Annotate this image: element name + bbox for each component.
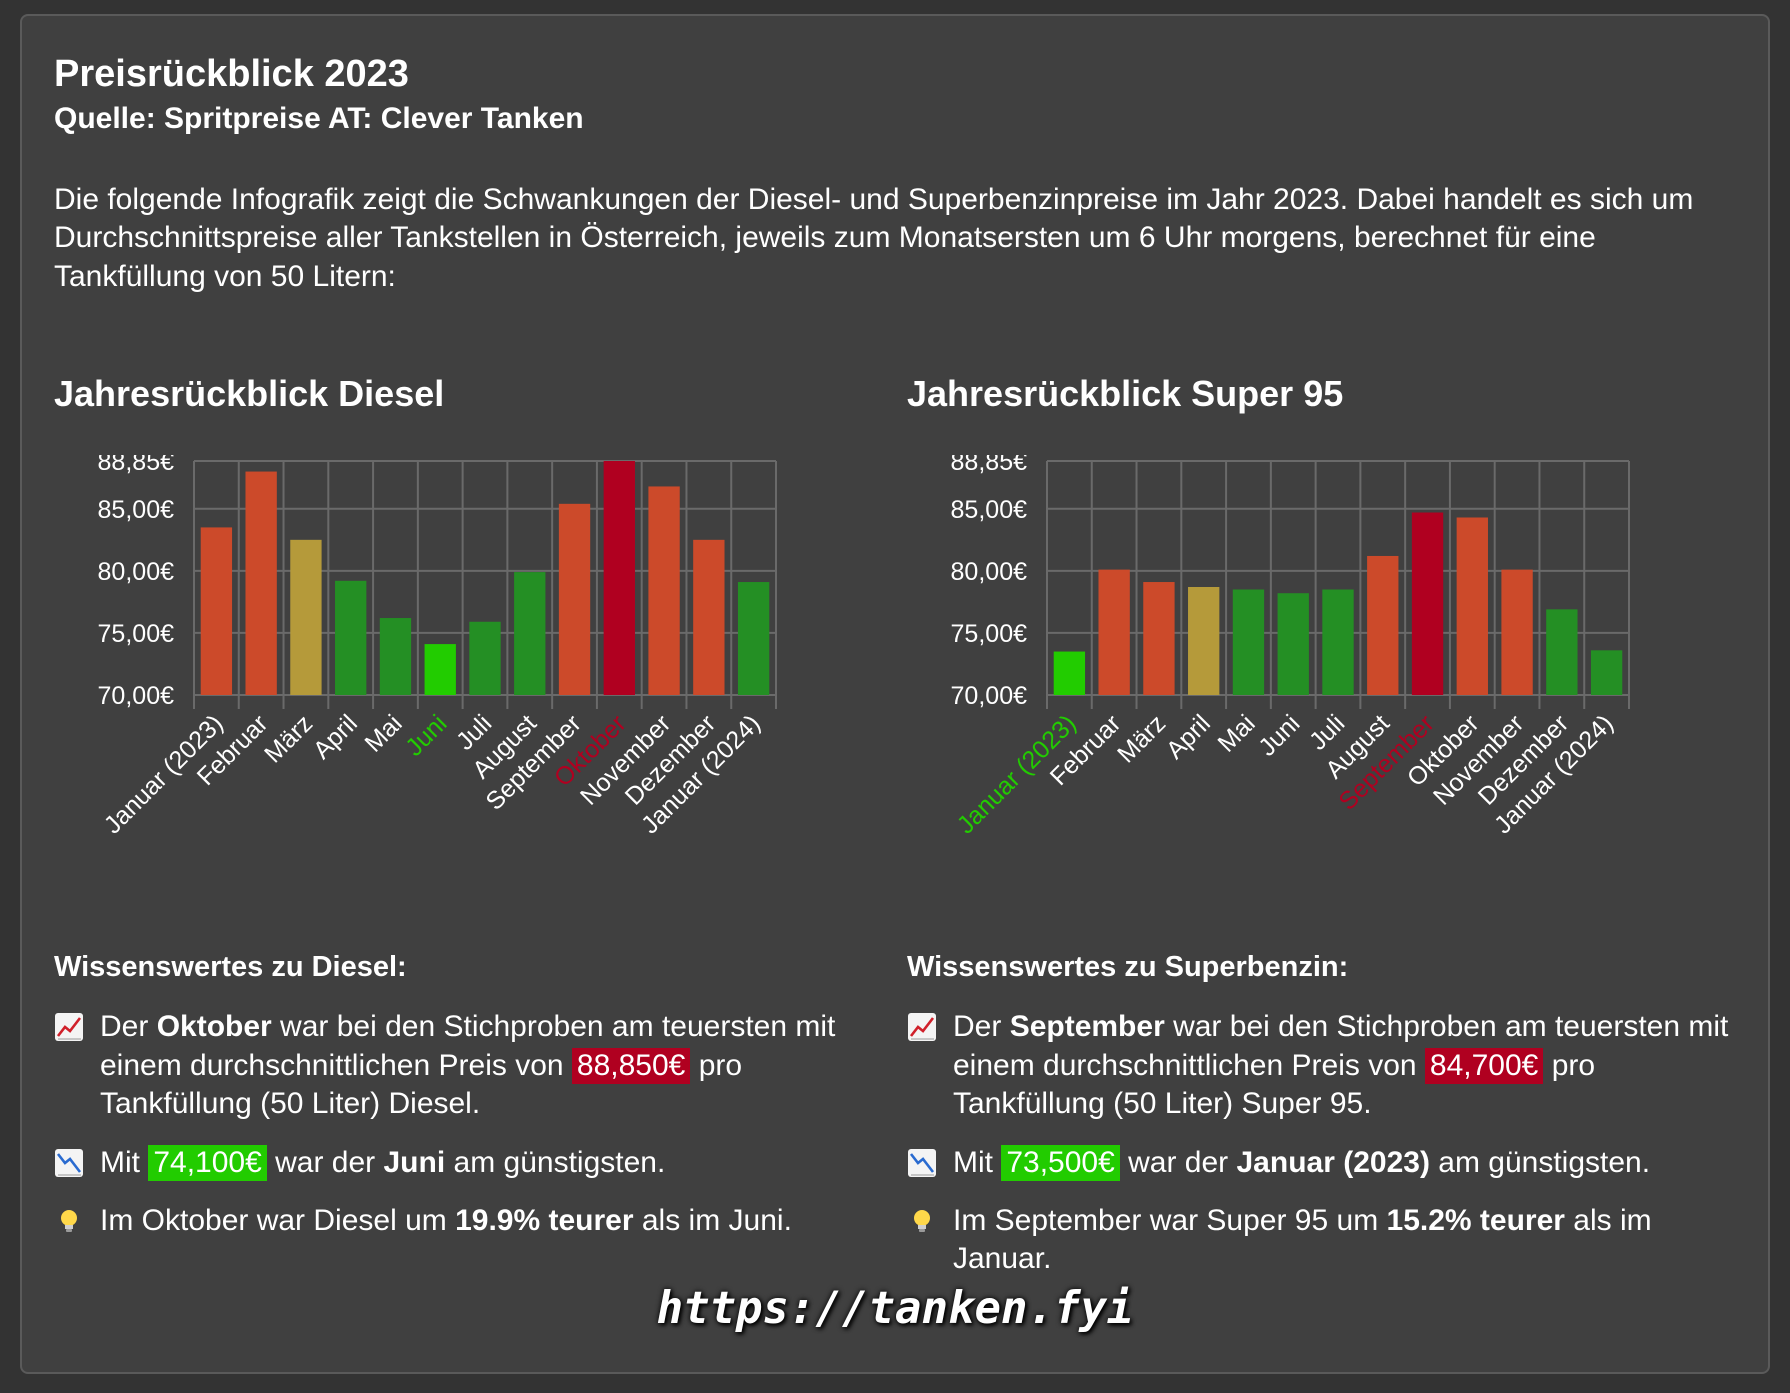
bar-0	[200, 527, 233, 696]
list-item: Der Oktober war bei den Stichproben am t…	[54, 1008, 907, 1123]
y-tick-label: 88,85€	[98, 455, 175, 476]
y-tick-label: 88,85€	[951, 455, 1028, 476]
chart-increasing-icon	[54, 1008, 100, 1123]
light-bulb-icon	[907, 1202, 953, 1279]
fact-text: Der September war bei den Stichproben am…	[953, 1010, 1729, 1121]
list-item: Im Oktober war Diesel um 19.9% teurer al…	[54, 1202, 907, 1240]
super-chart: 88,85€ 85,00€ 80,00€ 75,00€ 70,00€ Januar (20…	[907, 455, 1760, 925]
bar-8	[1411, 512, 1444, 696]
page-title: Preisrückblick 2023	[54, 53, 409, 95]
fact-text: Im Oktober war Diesel um 19.9% teurer al…	[100, 1204, 792, 1238]
super-chart-title: Jahresrückblick Super 95	[907, 373, 1344, 415]
diesel-chart-title: Jahresrückblick Diesel	[54, 373, 445, 415]
bar-2	[290, 540, 322, 696]
bar-7	[1367, 556, 1399, 696]
list-item: Mit 74,100€ war der Juni am günstigsten.	[54, 1144, 907, 1182]
bar-3	[1188, 587, 1220, 696]
lowest-price-badge: 74,100€	[148, 1144, 267, 1181]
chart-columns: Jahresrückblick Diesel 88,85€ 85,00€ 80,00…	[54, 372, 1736, 1299]
highest-price-badge: 84,700€	[1424, 1047, 1544, 1084]
x-tick-label: Mai	[359, 710, 407, 758]
bar-8	[558, 504, 591, 696]
price-difference: 15.2% teurer	[1386, 1204, 1565, 1238]
diesel-info-title: Wissenswertes zu Diesel:	[54, 951, 407, 984]
source-subtitle: Quelle: Spritpreise AT: Clever Tanken	[54, 101, 584, 135]
bar-9	[603, 461, 635, 696]
bar-2	[1143, 582, 1175, 696]
x-tick-label: Juni	[400, 710, 452, 762]
lowest-price-badge: 73,500€	[1001, 1144, 1120, 1181]
bar-10	[648, 486, 680, 696]
super-column: Jahresrückblick Super 95 88,85€ 85,00€ 80,…	[907, 372, 1760, 1299]
y-tick-label: 80,00€	[951, 558, 1028, 586]
bar-12	[737, 582, 770, 696]
y-tick-label: 85,00€	[98, 496, 175, 524]
bar-5	[1277, 593, 1309, 696]
fact-text: Mit 74,100€ war der Juni am günstigsten.	[100, 1144, 666, 1181]
bar-11	[1546, 609, 1578, 696]
diesel-bar-chart: 88,85€85,00€80,00€75,00€70,00€Januar (20…	[98, 455, 777, 840]
bar-0	[1053, 652, 1086, 696]
bar-10	[1501, 570, 1533, 696]
diesel-column: Jahresrückblick Diesel 88,85€ 85,00€ 80,00…	[54, 372, 907, 1299]
bar-1	[245, 472, 277, 696]
y-tick-label: 75,00€	[98, 620, 175, 648]
bar-5	[424, 644, 456, 696]
chart-decreasing-icon	[907, 1144, 953, 1182]
bar-1	[1098, 570, 1130, 696]
site-url[interactable]: https://tanken.fyi	[656, 1283, 1134, 1334]
bar-9	[1456, 517, 1488, 696]
bar-6	[469, 622, 501, 696]
y-tick-label: 75,00€	[951, 620, 1028, 648]
super-bar-chart: 88,85€85,00€80,00€75,00€70,00€Januar (20…	[951, 455, 1630, 840]
fact-text: Im September war Super 95 um 15.2% teure…	[953, 1204, 1652, 1276]
y-tick-label: 85,00€	[951, 496, 1028, 524]
super-facts: Der September war bei den Stichproben am…	[907, 1008, 1760, 1278]
fact-text: Mit 73,500€ war der Januar (2023) am gün…	[953, 1144, 1651, 1181]
x-tick-label: Mai	[1212, 710, 1260, 758]
intro-text: Die folgende Infografik zeigt die Schwan…	[54, 183, 1694, 293]
list-item: Mit 73,500€ war der Januar (2023) am gün…	[907, 1144, 1760, 1182]
bar-4	[379, 618, 412, 696]
x-tick-label: Juni	[1253, 710, 1305, 762]
bar-11	[693, 540, 725, 696]
x-tick-label: März	[259, 710, 318, 769]
diesel-chart: 88,85€ 85,00€ 80,00€ 75,00€ 70,00€ Januar (20…	[54, 455, 907, 925]
highest-price-badge: 88,850€	[571, 1047, 691, 1084]
chart-decreasing-icon	[54, 1144, 100, 1182]
x-tick-label: März	[1112, 710, 1171, 769]
x-tick-label: April	[308, 710, 363, 765]
y-tick-label: 70,00€	[98, 682, 175, 710]
list-item: Im September war Super 95 um 15.2% teure…	[907, 1202, 1760, 1279]
price-difference: 19.9% teurer	[455, 1204, 634, 1238]
bar-7	[514, 572, 546, 696]
diesel-facts: Der Oktober war bei den Stichproben am t…	[54, 1008, 907, 1240]
highest-month: Oktober	[156, 1010, 272, 1044]
x-tick-label: April	[1161, 710, 1216, 765]
lowest-month: Juni	[383, 1145, 446, 1179]
lowest-month: Januar (2023)	[1236, 1145, 1430, 1179]
fact-text: Der Oktober war bei den Stichproben am t…	[100, 1010, 836, 1121]
bar-6	[1322, 589, 1354, 696]
bar-4	[1232, 589, 1265, 696]
highest-month: September	[1009, 1010, 1165, 1044]
y-tick-label: 80,00€	[98, 558, 175, 586]
list-item: Der September war bei den Stichproben am…	[907, 1008, 1760, 1123]
bar-3	[335, 581, 367, 696]
super-info-title: Wissenswertes zu Superbenzin:	[907, 951, 1349, 984]
light-bulb-icon	[54, 1202, 100, 1240]
y-tick-label: 70,00€	[951, 682, 1028, 710]
infographic-card: Preisrückblick 2023 Quelle: Spritpreise …	[20, 14, 1770, 1374]
bar-12	[1590, 650, 1623, 696]
chart-increasing-icon	[907, 1008, 953, 1123]
